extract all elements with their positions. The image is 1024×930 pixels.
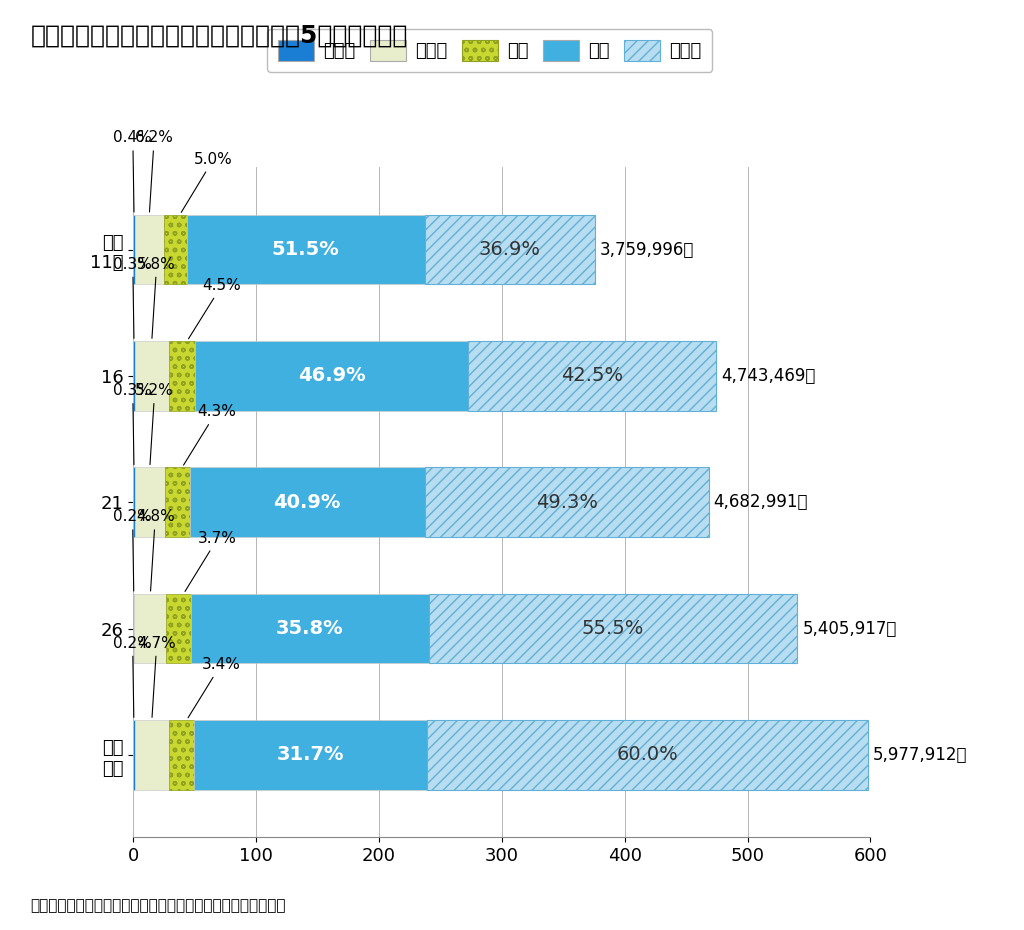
Bar <box>169 341 195 411</box>
Text: 36.9%: 36.9% <box>479 240 541 259</box>
Text: 3,759,996人: 3,759,996人 <box>600 241 694 259</box>
Text: 31.7%: 31.7% <box>276 745 344 764</box>
Text: 0.2%: 0.2% <box>114 510 152 591</box>
Bar <box>425 215 595 285</box>
Bar <box>134 720 169 790</box>
Text: 42.5%: 42.5% <box>561 366 624 385</box>
Text: 図　事故種別の救急出動件数と構成比の5年ごとの推移: 図 事故種別の救急出動件数と構成比の5年ごとの推移 <box>31 23 409 47</box>
Text: 0.2%: 0.2% <box>114 635 152 717</box>
Bar <box>133 468 135 537</box>
Text: 4.5%: 4.5% <box>188 278 241 339</box>
Text: 3.4%: 3.4% <box>188 658 241 718</box>
Bar <box>186 215 425 285</box>
Text: 60.0%: 60.0% <box>616 745 678 764</box>
Text: 6.2%: 6.2% <box>135 130 174 212</box>
Bar <box>135 341 169 411</box>
Text: 0.3%: 0.3% <box>114 383 153 465</box>
Text: 出典：総務省消防庁　令和元年中の救急出動件数等（速報値）: 出典：総務省消防庁 令和元年中の救急出動件数等（速報値） <box>31 898 287 913</box>
Bar <box>134 593 166 663</box>
Bar <box>189 468 425 537</box>
Text: 51.5%: 51.5% <box>271 240 340 259</box>
Text: 4.8%: 4.8% <box>136 510 175 591</box>
Bar <box>425 468 709 537</box>
Text: 5.0%: 5.0% <box>181 152 232 212</box>
Text: 40.9%: 40.9% <box>273 493 341 512</box>
Bar <box>135 215 164 285</box>
Bar <box>133 215 135 285</box>
Bar <box>429 593 798 663</box>
Bar <box>169 720 195 790</box>
Bar <box>164 215 186 285</box>
Text: 0.3%: 0.3% <box>114 257 153 339</box>
Text: 3.7%: 3.7% <box>185 531 238 591</box>
Text: 4,682,991人: 4,682,991人 <box>714 493 808 512</box>
Bar <box>133 593 134 663</box>
Bar <box>190 593 429 663</box>
Text: 46.9%: 46.9% <box>298 366 366 385</box>
Bar <box>135 468 165 537</box>
Text: 4.7%: 4.7% <box>137 635 176 717</box>
Bar <box>133 720 134 790</box>
Bar <box>427 720 867 790</box>
Bar <box>195 341 468 411</box>
Text: 4.3%: 4.3% <box>183 405 236 465</box>
Text: 35.8%: 35.8% <box>276 619 344 638</box>
Text: 5,977,912人: 5,977,912人 <box>872 746 967 764</box>
Bar <box>166 593 190 663</box>
Legend: 新生児, 乳幼児, 少年, 成人, 高齢者: 新生児, 乳幼児, 少年, 成人, 高齢者 <box>267 29 713 72</box>
Text: 5.8%: 5.8% <box>137 257 176 339</box>
Text: 55.5%: 55.5% <box>582 619 644 638</box>
Bar <box>468 341 716 411</box>
Bar <box>133 341 135 411</box>
Text: 0.4%: 0.4% <box>114 130 153 212</box>
Text: 5,405,917人: 5,405,917人 <box>803 619 897 638</box>
Bar <box>165 468 189 537</box>
Bar <box>195 720 427 790</box>
Text: 49.3%: 49.3% <box>536 493 598 512</box>
Text: 4,743,469人: 4,743,469人 <box>721 366 815 385</box>
Text: 5.2%: 5.2% <box>135 383 174 465</box>
